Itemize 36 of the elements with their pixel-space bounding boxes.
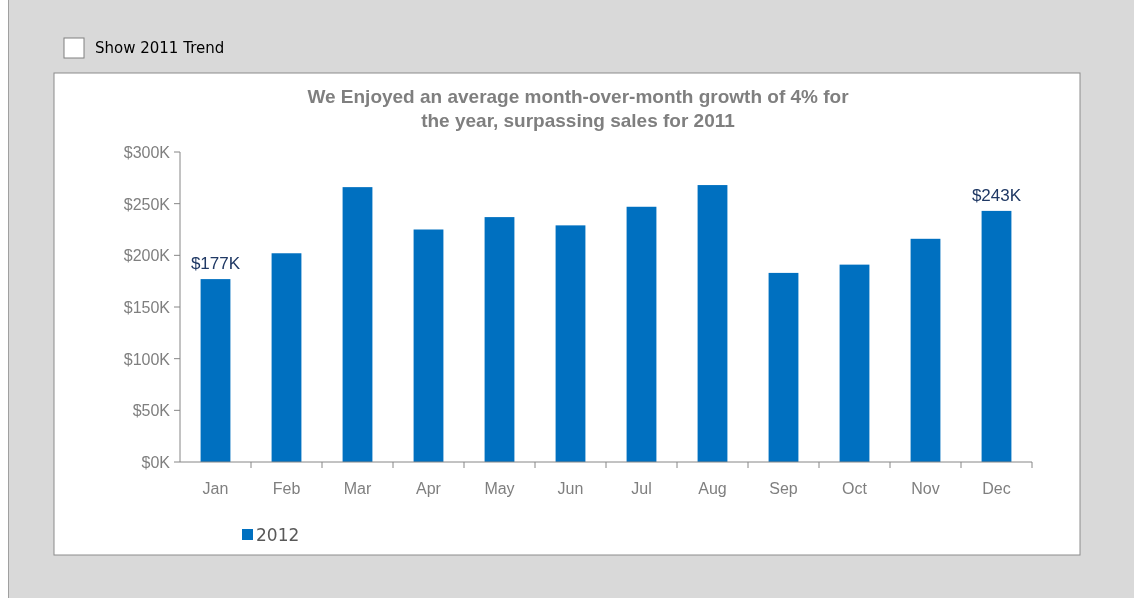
y-tick-label: $250K xyxy=(123,195,171,213)
x-tick-label: Jan xyxy=(202,480,229,497)
x-tick-label: Sep xyxy=(769,480,798,497)
x-tick-label: Jul xyxy=(631,480,652,497)
bar xyxy=(342,187,373,462)
y-tick-label: $300K xyxy=(123,144,171,161)
x-tick-label: Mar xyxy=(343,480,372,497)
y-tick-label: $50K xyxy=(132,402,171,420)
x-tick-label: Oct xyxy=(842,480,868,497)
x-tick-label: Dec xyxy=(982,480,1011,497)
bar xyxy=(768,272,799,462)
legend-label: 2012 xyxy=(256,525,300,545)
data-label: $177K xyxy=(190,254,241,274)
bar xyxy=(555,225,586,462)
bar xyxy=(626,206,657,462)
bar xyxy=(910,238,941,462)
x-tick-label: Nov xyxy=(911,480,940,497)
bar xyxy=(484,217,515,462)
bar xyxy=(697,185,728,462)
y-tick-label: $0K xyxy=(141,454,171,471)
y-tick-label: $150K xyxy=(123,299,171,316)
bar xyxy=(981,210,1012,462)
bar xyxy=(200,279,231,462)
x-tick-label: Jun xyxy=(557,480,584,497)
x-tick-label: Apr xyxy=(416,480,442,497)
y-tick-label: $100K xyxy=(123,350,171,368)
data-label: $243K xyxy=(971,185,1022,205)
bar xyxy=(413,229,444,462)
text: Show 2011 Trend xyxy=(95,39,225,57)
bar xyxy=(271,253,302,462)
y-tick-label: $200K xyxy=(123,247,171,265)
x-tick-label: Aug xyxy=(698,480,727,497)
bar xyxy=(839,264,870,462)
x-tick-label: May xyxy=(484,480,515,497)
chart-title: We Enjoyed an average month-over-month growth of 4% for the year, surpassing sales for 2011 xyxy=(307,86,850,131)
x-tick-label: Feb xyxy=(272,480,301,497)
